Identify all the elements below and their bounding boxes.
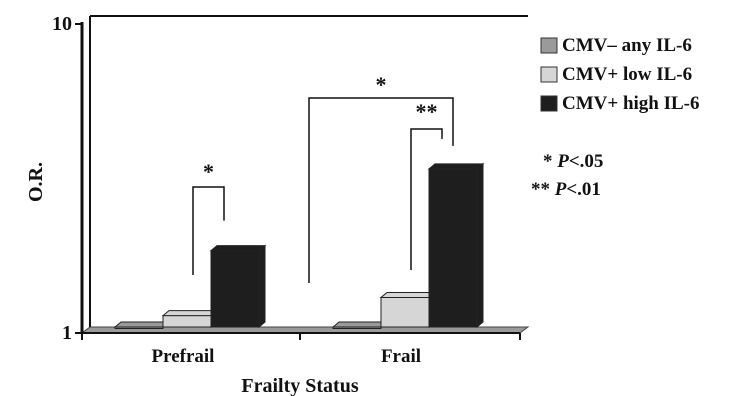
legend-label: CMV+ low IL-6 xyxy=(562,64,692,85)
bar xyxy=(379,291,437,329)
x-axis-title: Frailty Status xyxy=(241,375,358,396)
significance-brackets: **** xyxy=(192,72,454,283)
bar xyxy=(427,162,485,329)
bar-front xyxy=(428,168,478,328)
y-tick-label: 10 xyxy=(52,13,72,35)
bar xyxy=(113,321,171,329)
legend-swatch xyxy=(540,66,558,83)
significance-bracket xyxy=(308,97,454,283)
bars xyxy=(113,162,485,329)
legend-swatch xyxy=(540,37,558,54)
significance-label: * xyxy=(376,72,387,97)
x-tick-label: Prefrail xyxy=(152,346,215,367)
x-ticks: Prefrail Frail xyxy=(81,333,521,367)
significance-notes: * P<.05 ** P<.01 xyxy=(531,151,603,200)
y-axis-title: O.R. xyxy=(25,162,47,202)
bar xyxy=(331,321,389,329)
significance-label: ** xyxy=(416,99,438,124)
legend-label: CMV– any IL-6 xyxy=(562,35,692,56)
y-tick-label: 1 xyxy=(62,322,72,344)
significance-bracket xyxy=(410,128,443,270)
bar xyxy=(161,309,219,329)
bar-front xyxy=(380,296,430,328)
legend-item: CMV– any IL-6 xyxy=(540,35,692,56)
bar-top xyxy=(379,291,437,298)
legend-item: CMV+ low IL-6 xyxy=(540,64,692,85)
significance-bracket xyxy=(192,186,225,275)
bar-front xyxy=(162,315,212,328)
bar-top xyxy=(209,245,267,252)
significance-note: ** P<.01 xyxy=(531,179,601,200)
bar-top xyxy=(331,321,389,328)
bar xyxy=(209,244,267,329)
x-tick-label: Frail xyxy=(381,346,421,367)
legend-item: CMV+ high IL-6 xyxy=(540,93,700,114)
bar-side xyxy=(258,244,266,329)
bar-side xyxy=(476,162,484,329)
y-ticks: 1 10 xyxy=(52,13,82,344)
legend-swatch xyxy=(540,95,558,112)
significance-label: * xyxy=(203,159,214,184)
bar-top xyxy=(427,163,485,170)
bar-front xyxy=(210,250,260,328)
bar-top xyxy=(113,321,171,328)
legend: CMV– any IL-6 CMV+ low IL-6 CMV+ high IL-6 xyxy=(540,35,700,114)
legend-label: CMV+ high IL-6 xyxy=(562,93,700,114)
significance-note: * P<.05 xyxy=(543,151,603,172)
bar-top xyxy=(161,310,219,317)
